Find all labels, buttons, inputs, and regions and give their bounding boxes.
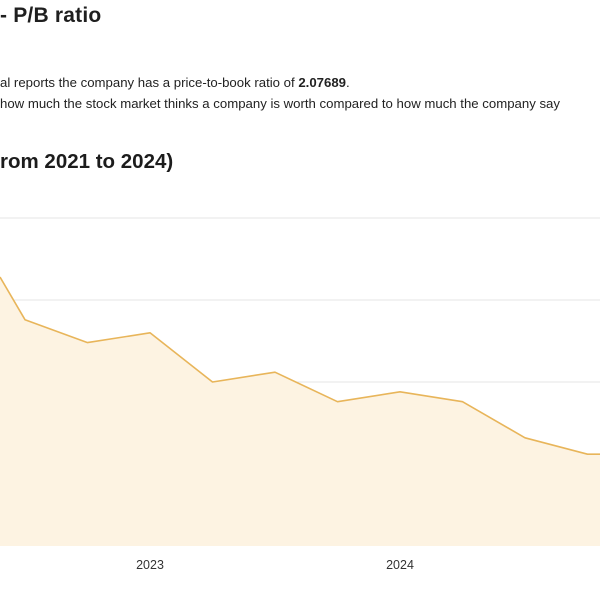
- series-line: [0, 276, 600, 455]
- description-line-2: how much the stock market thinks a compa…: [0, 96, 560, 111]
- x-tick-label-2024: 2024: [386, 558, 414, 572]
- area-fill: [0, 277, 600, 546]
- section-title: - P/B ratio: [0, 4, 102, 27]
- pb-description: al reports the company has a price-to-bo…: [0, 72, 600, 114]
- pb-ratio-value: 2.07689: [298, 75, 347, 90]
- chart-title: rom 2021 to 2024): [0, 150, 174, 173]
- description-line-1-prefix: al reports the company has a price-to-bo…: [0, 75, 299, 90]
- description-line-1-suffix: .: [346, 75, 350, 90]
- description-line-1: al reports the company has a price-to-bo…: [0, 72, 600, 93]
- x-tick-label-2023: 2023: [136, 558, 164, 572]
- x-axis-ticks: 2023 2024: [136, 558, 414, 572]
